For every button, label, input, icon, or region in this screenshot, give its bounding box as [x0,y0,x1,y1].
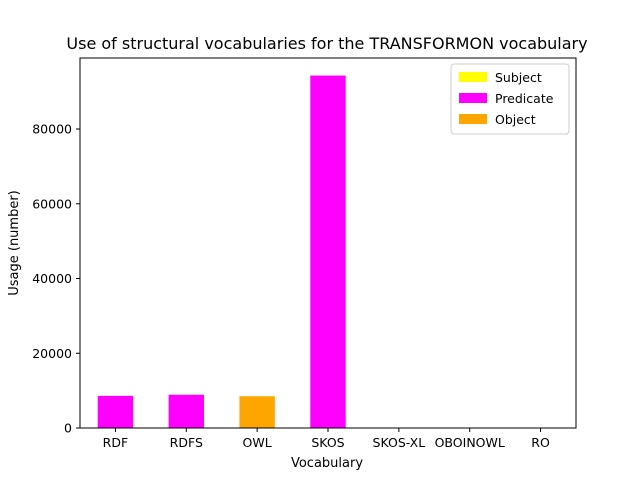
bar-rdfs-predicate [168,394,204,428]
chart-title: Use of structural vocabularies for the T… [66,34,587,53]
x-tick-label: RDFS [170,435,203,450]
x-tick-label: OWL [243,435,272,450]
y-axis: 0 20000 40000 60000 80000 [32,122,80,436]
x-tick-label: SKOS [311,435,344,450]
legend-label-subject: Subject [495,70,542,85]
x-tick-label: RDF [103,435,129,450]
y-tick-label: 60000 [32,196,72,211]
y-tick-label: 40000 [32,271,72,286]
x-tick-label: RO [531,435,550,450]
bar-owl-object [239,396,275,428]
bar-skos-predicate [310,75,346,428]
x-axis: RDF RDFS OWL SKOS SKOS-XL OBOINOWL RO [103,428,550,450]
legend-swatch-subject [459,72,487,82]
y-tick-label: 80000 [32,122,72,137]
y-tick-label: 20000 [32,346,72,361]
legend-swatch-object [459,114,487,124]
y-axis-label: Usage (number) [7,190,22,296]
legend: Subject Predicate Object [450,63,570,135]
legend-label-object: Object [495,112,536,127]
x-tick-label: OBOINOWL [435,435,505,450]
legend-label-predicate: Predicate [495,91,554,106]
bar-rdf-predicate [97,395,134,428]
x-axis-label: Vocabulary [291,456,363,471]
y-tick-label: 0 [64,421,72,436]
legend-swatch-predicate [459,93,487,103]
bars-group [97,75,346,428]
x-tick-label: SKOS-XL [373,435,426,450]
